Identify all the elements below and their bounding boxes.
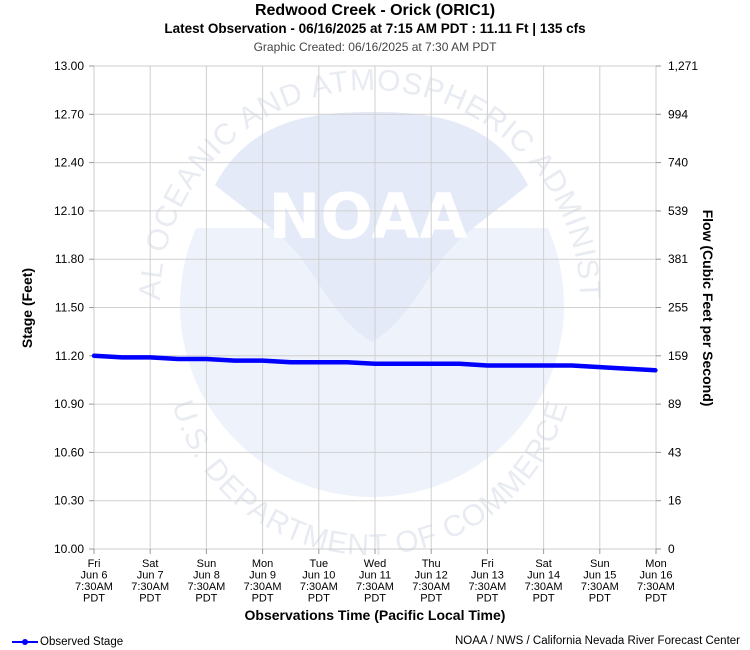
- legend-label: Observed Stage: [40, 636, 124, 648]
- stage-axis-ticks: 13.00 12.70 12.40 12.10 11.80 11.50 11.20 10.90…: [54, 59, 94, 556]
- chart-subtitle: Latest Observation - 06/16/2025 at 7:15 …: [164, 21, 586, 36]
- y-tick-label: 13.00: [54, 59, 84, 73]
- y-tick-label: 10.00: [54, 542, 84, 556]
- y-tick-label: 12.70: [54, 107, 84, 121]
- y-axis-label: Stage (Feet): [19, 268, 35, 348]
- y-tick-label: 12.10: [54, 204, 84, 218]
- y-tick-label: 10.90: [54, 397, 84, 411]
- y2-axis-label: Flow (Cubic Feet per Second): [700, 210, 716, 407]
- graphic-created-text: Graphic Created: 06/16/2025 at 7:30 AM P…: [253, 40, 497, 54]
- flow-axis-ticks: 1,271 994 740 539 381 255 159 89 43 16 0: [656, 59, 698, 556]
- watermark-logo-text: NOAA: [269, 180, 468, 253]
- x-tick-label: Tue Jun 10 7:30AM PDT: [300, 558, 338, 605]
- y2-tick-label: 994: [668, 107, 688, 121]
- grid-lines: [93, 65, 657, 550]
- y-tick-label: 11.50: [55, 301, 84, 315]
- noaa-watermark-logo: NOAA NATIONAL OCEANIC AND ATMOSPHERIC AD…: [0, 0, 605, 562]
- y2-tick-label: 159: [668, 349, 688, 363]
- y-tick-label: 12.40: [54, 156, 84, 170]
- x-tick-label: Mon Jun 16 7:30AM PDT: [637, 558, 675, 605]
- legend: Observed Stage: [12, 636, 123, 648]
- y-tick-label: 11.80: [55, 252, 84, 266]
- y-tick-label: 10.30: [54, 494, 84, 508]
- x-tick-label: Sat Jun 14 7:30AM PDT: [525, 558, 563, 605]
- x-tick-label: Wed Jun 11 7:30AM PDT: [356, 558, 394, 605]
- legend-swatch: [12, 639, 38, 645]
- x-tick-label: Sun Jun 8 7:30AM PDT: [187, 558, 225, 605]
- y2-tick-label: 43: [668, 445, 682, 459]
- x-tick-label: Sun Jun 15 7:30AM PDT: [581, 558, 619, 605]
- x-tick-label: Fri Jun 13 7:30AM PDT: [468, 558, 506, 605]
- y2-tick-label: 16: [668, 494, 682, 508]
- observed-stage-line: [91, 353, 658, 373]
- y2-tick-label: 740: [668, 156, 688, 170]
- x-tick-label: Thu Jun 12 7:30AM PDT: [412, 558, 450, 605]
- x-tick-label: Fri Jun 6 7:30AM PDT: [75, 558, 113, 605]
- y2-tick-label: 539: [668, 204, 688, 218]
- y2-tick-label: 1,271: [668, 59, 698, 73]
- y-tick-label: 11.20: [55, 349, 84, 363]
- y2-tick-label: 0: [668, 542, 675, 556]
- x-axis-label: Observations Time (Pacific Local Time): [245, 607, 506, 623]
- time-axis-ticks: Fri Jun 6 7:30AM PDT Sat Jun 7 7:30AM PDT Sun Jun…: [75, 549, 675, 605]
- x-tick-label: Sat Jun 7 7:30AM PDT: [131, 558, 169, 605]
- y-tick-label: 10.60: [54, 445, 84, 459]
- footer-credit: NOAA / NWS / California Nevada River For…: [454, 635, 740, 647]
- y2-tick-label: 255: [668, 301, 688, 315]
- chart-title: Redwood Creek - Orick (ORIC1): [254, 2, 496, 19]
- y2-tick-label: 381: [668, 252, 688, 266]
- y2-tick-label: 89: [668, 397, 682, 411]
- x-tick-label: Mon Jun 9 7:30AM PDT: [244, 558, 282, 605]
